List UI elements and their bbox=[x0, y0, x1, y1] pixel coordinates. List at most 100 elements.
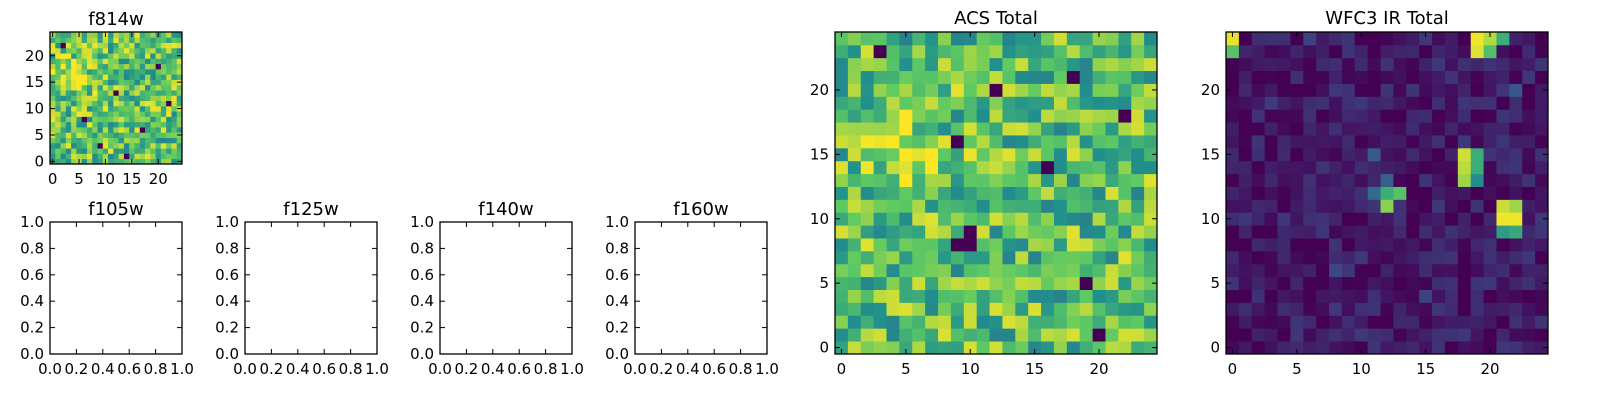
heatmap-cell bbox=[1509, 302, 1523, 316]
heatmap-cell bbox=[1251, 96, 1266, 110]
heatmap-cell bbox=[71, 121, 77, 128]
heatmap-cell bbox=[113, 37, 120, 43]
heatmap-cell bbox=[1226, 147, 1240, 162]
heatmap-cell bbox=[1015, 147, 1029, 162]
heatmap-cell bbox=[1393, 109, 1407, 123]
heatmap-cell bbox=[150, 47, 156, 54]
heatmap-cell bbox=[160, 121, 167, 128]
heatmap-cell bbox=[1144, 315, 1158, 329]
heatmap-cell bbox=[989, 276, 1003, 290]
heatmap-cell bbox=[938, 250, 952, 265]
heatmap-cell bbox=[108, 132, 114, 138]
heatmap-cell bbox=[123, 42, 130, 49]
y-tick-label: 0.4 bbox=[605, 292, 629, 310]
heatmap-cell bbox=[150, 37, 156, 43]
heatmap-cell bbox=[97, 90, 104, 96]
heatmap-cell bbox=[950, 173, 965, 187]
heatmap-cell bbox=[123, 95, 130, 102]
heatmap-cell bbox=[1522, 238, 1536, 252]
heatmap-cell bbox=[1470, 70, 1484, 84]
heatmap-cell bbox=[873, 302, 887, 316]
heatmap-cell bbox=[1251, 57, 1266, 72]
heatmap-cell bbox=[145, 100, 151, 107]
heatmap-cell bbox=[886, 250, 900, 265]
heatmap-cell bbox=[65, 58, 72, 65]
heatmap-cell bbox=[1238, 225, 1253, 239]
heatmap-cell bbox=[1028, 135, 1042, 149]
heatmap-cell bbox=[1264, 160, 1278, 175]
heatmap-cell bbox=[938, 44, 952, 59]
heatmap-cell bbox=[166, 100, 172, 107]
heatmap-cell bbox=[1329, 341, 1343, 355]
heatmap-cell bbox=[97, 111, 104, 117]
heatmap-cell bbox=[847, 263, 862, 278]
heatmap-cell bbox=[1367, 315, 1381, 329]
x-tick-label: 0.4 bbox=[286, 360, 310, 378]
heatmap-cell bbox=[50, 95, 56, 102]
heatmap-cell bbox=[847, 173, 862, 187]
heatmap-cell bbox=[1251, 186, 1266, 200]
heatmap-cell bbox=[118, 32, 125, 38]
heatmap-cell bbox=[71, 53, 77, 59]
heatmap-cell bbox=[1354, 302, 1369, 316]
heatmap-cell bbox=[1002, 289, 1016, 303]
heatmap-cell bbox=[129, 116, 135, 123]
heatmap-cell bbox=[129, 121, 135, 128]
heatmap-cell bbox=[1144, 225, 1158, 239]
heatmap-cell bbox=[97, 95, 104, 102]
heatmap-cell bbox=[873, 173, 887, 187]
heatmap-cell bbox=[1432, 225, 1446, 239]
heatmap-cell bbox=[86, 121, 93, 128]
heatmap-cell bbox=[963, 276, 978, 290]
heatmap-cell bbox=[176, 111, 183, 117]
heatmap-cell bbox=[835, 135, 849, 149]
heatmap-cell bbox=[1509, 122, 1523, 136]
heatmap-cell bbox=[1238, 315, 1253, 329]
heatmap-cell bbox=[1393, 32, 1407, 46]
heatmap-cell bbox=[1118, 32, 1132, 46]
axes-border bbox=[1225, 31, 1549, 355]
heatmap-cell bbox=[81, 105, 88, 112]
heatmap-cell bbox=[1118, 328, 1132, 342]
x-tick-label: 0.6 bbox=[312, 360, 336, 378]
x-axis-ticks: 0 5 10 15 20 bbox=[48, 32, 168, 188]
heatmap-cell bbox=[1002, 199, 1016, 213]
heatmap-cell bbox=[1354, 135, 1369, 149]
heatmap-cell bbox=[1277, 135, 1291, 149]
heatmap-cell bbox=[1092, 57, 1106, 72]
heatmap-cell bbox=[1483, 289, 1497, 303]
heatmap-cell bbox=[81, 153, 88, 160]
heatmap-cell bbox=[1118, 122, 1132, 136]
heatmap-cell bbox=[171, 84, 178, 91]
heatmap-cell bbox=[113, 63, 120, 70]
heatmap-cell bbox=[847, 83, 862, 97]
heatmap-cell bbox=[1041, 173, 1055, 187]
heatmap-cell bbox=[102, 47, 109, 54]
heatmap-cell bbox=[118, 84, 125, 91]
heatmap-cell bbox=[176, 37, 183, 43]
heatmap-cell bbox=[1002, 109, 1016, 123]
heatmap-cell bbox=[97, 53, 104, 59]
heatmap-cell bbox=[873, 276, 887, 290]
heatmap-cell bbox=[113, 158, 120, 165]
heatmap-cell bbox=[1341, 238, 1356, 252]
heatmap-cell bbox=[1041, 83, 1055, 97]
y-tick-label: 0.6 bbox=[605, 266, 629, 284]
heatmap-cell bbox=[60, 111, 67, 117]
heatmap-cell bbox=[1496, 32, 1510, 46]
heatmap-cell bbox=[129, 47, 135, 54]
heatmap-cell bbox=[963, 32, 978, 46]
heatmap-cell bbox=[1406, 83, 1420, 97]
heatmap-cell bbox=[938, 32, 952, 46]
heatmap-cell bbox=[155, 47, 162, 54]
axes-border bbox=[49, 31, 183, 165]
heatmap-cell bbox=[1118, 238, 1132, 252]
heatmap-cell bbox=[886, 160, 900, 175]
heatmap-cell bbox=[118, 100, 125, 107]
y-tick-label: 0.0 bbox=[605, 345, 629, 363]
heatmap-cell bbox=[1419, 57, 1433, 72]
heatmap-cell bbox=[1457, 289, 1472, 303]
heatmap-cell bbox=[155, 68, 162, 75]
heatmap-cell bbox=[1015, 315, 1029, 329]
heatmap-cell bbox=[1041, 109, 1055, 123]
